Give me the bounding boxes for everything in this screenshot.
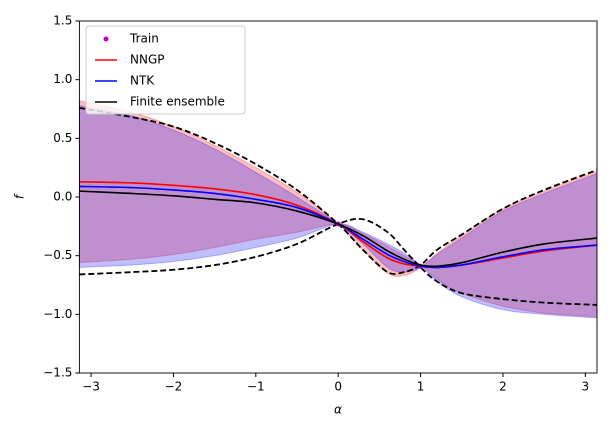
x-tick-label: 3 [582,380,590,394]
y-tick-label: 1.0 [53,72,72,86]
legend-label: Train [129,32,159,46]
mean-line [79,185,597,269]
band-edge [79,217,597,306]
y-tick-label: −1.0 [43,307,72,321]
y-tick-label: −1.5 [43,366,72,380]
legend-label: NTK [130,74,155,88]
y-tick-label: 1.5 [53,14,72,28]
y-tick-label: 0.5 [53,131,72,145]
x-tick-label: 0 [334,380,342,394]
y-tick-label: −0.5 [43,248,72,262]
legend-label: NNGP [130,53,165,67]
x-tick-label: −3 [82,380,100,394]
x-tick-label: −2 [165,380,183,394]
legend-label: Finite ensemble [130,95,225,109]
axes-frame [78,20,598,374]
x-tick-label: 1 [417,380,425,394]
x-tick-label: 2 [499,380,507,394]
x-tick-label: −1 [247,380,265,394]
y-tick-label: 0.0 [53,190,72,204]
band [79,104,597,319]
y-axis-label: f [13,193,27,199]
band [79,100,597,318]
band-edge [79,106,597,275]
legend-marker [103,36,109,42]
plot-area [79,100,597,319]
x-axis-label: α [334,403,342,417]
legend-box [85,25,246,115]
mean-line [79,190,597,268]
